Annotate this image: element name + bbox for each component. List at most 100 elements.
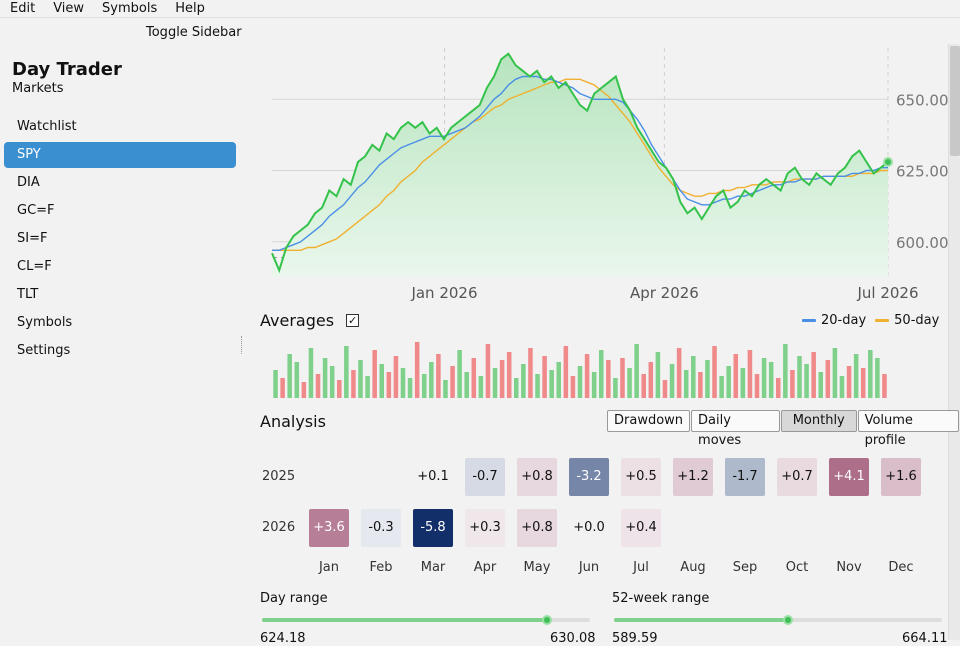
volume-bar [556,362,562,398]
volume-bar [471,358,477,398]
month-label: Jul [633,560,649,575]
main-scrollbar[interactable] [948,44,960,640]
monthly-return-cell[interactable]: +1.2 [673,458,713,496]
monthly-return-cell[interactable]: -5.8 [413,509,453,547]
range-low-value: 624.18 [260,631,306,646]
legend-item-50-day: 50-day [875,313,939,328]
volume-bar [853,354,859,398]
monthly-return-cell[interactable]: -0.3 [361,509,401,547]
monthly-return-cell[interactable]: +0.0 [573,520,605,535]
tab-drawdown[interactable]: Drawdown [607,410,691,432]
volume-bar [825,360,831,398]
volume-bar [768,362,774,398]
volume-bar [839,376,845,398]
volume-bar [521,364,526,398]
volume-bar [528,348,533,398]
monthly-return-cell[interactable]: -1.7 [725,458,765,496]
tab-monthly[interactable]: Monthly [780,410,857,432]
volume-bar [301,382,307,398]
volume-bar [329,366,335,398]
monthly-return-cell[interactable]: +1.6 [881,458,921,496]
volume-bar [379,364,385,398]
volume-bar [797,356,802,398]
volume-bar [322,358,328,398]
volume-bar [563,346,569,398]
legend-item-20-day: 20-day [802,313,866,328]
year-label: 2025 [262,469,296,484]
legend-swatch-20-day [802,319,816,322]
volume-bar [485,344,491,398]
monthly-return-cell[interactable]: +0.1 [417,469,449,484]
averages-checkbox[interactable]: ✓ [346,314,360,327]
monthly-return-cell[interactable]: +0.7 [777,458,817,496]
volume-bar [775,378,781,398]
volume-bar [818,372,824,398]
volume-bar [577,366,583,398]
volume-bar [492,368,498,398]
volume-bar [620,358,625,398]
volume-bar [875,358,880,398]
volume-bar [464,372,469,398]
tab-volume-profile[interactable]: Volume profile [857,410,959,448]
x-tick-label: Jul 2026 [856,284,918,302]
volume-bar [386,372,392,398]
month-label: Feb [369,560,393,575]
sidebar-item-cl[interactable]: CL=F [17,259,52,274]
volume-bar [514,378,519,398]
menu-view[interactable]: View [53,1,85,16]
ma-20-day-line [272,75,888,251]
monthly-return-cell[interactable]: -3.2 [569,458,609,496]
sidebar-item-settings[interactable]: Settings [17,343,71,358]
range-marker [782,615,793,625]
sidebar-nav: Watchlist SPY DIA GC=F SI=F CL=F TLT Sym… [4,114,236,366]
volume-bar [733,354,739,398]
volume-bar [542,356,547,398]
averages-label: Averages [260,311,335,330]
legend-label-50-day: 50-day [894,313,940,328]
menu-help[interactable]: Help [175,1,205,16]
monthly-return-cell[interactable]: +3.6 [309,509,349,547]
volume-bar [414,342,420,398]
range-high-value: 664.11 [902,631,948,646]
monthly-return-cell[interactable]: +0.3 [465,509,505,547]
monthly-return-cell[interactable]: +0.8 [517,458,557,496]
month-label: May [523,560,551,575]
volume-bar [613,378,618,398]
menu-symbols[interactable]: Symbols [102,1,158,16]
volume-bar [308,348,314,398]
tab-daily-moves[interactable]: Daily moves [691,410,780,448]
volume-bar [804,364,809,398]
volume-bar [811,352,816,398]
toggle-sidebar-button[interactable]: Toggle Sidebar [146,25,242,40]
monthly-return-cell[interactable]: +0.8 [517,509,557,547]
sidebar-item-symbols[interactable]: Symbols [17,315,73,330]
volume-bar [712,346,717,398]
volume-bar [336,380,342,398]
sidebar-item-si[interactable]: SI=F [17,231,48,246]
volume-bar [754,374,760,398]
volume-bar [499,360,505,398]
volume-bar [280,378,285,398]
monthly-return-cell[interactable]: +4.1 [829,458,869,496]
monthly-return-cell[interactable]: +0.4 [621,509,661,547]
volume-bar [740,368,746,398]
menu-edit[interactable]: Edit [10,1,36,16]
sidebar-item-tlt[interactable]: TLT [17,287,39,302]
monthly-return-cell[interactable]: +0.5 [621,458,661,496]
volume-bar [358,360,363,398]
scrollbar-thumb[interactable] [950,46,960,156]
sidebar-item-dia[interactable]: DIA [17,175,40,190]
app-title: Day Trader [12,59,122,80]
sidebar-item-gc[interactable]: GC=F [17,203,55,218]
sidebar-item-watchlist[interactable]: Watchlist [17,119,77,134]
legend-swatch-50-day [875,319,890,322]
month-label: Mar [420,560,446,575]
sidebar-item-spy[interactable]: SPY [4,142,236,168]
price-area [272,53,888,277]
volume-bar [584,354,590,398]
sidebar-splitter-handle[interactable] [241,336,243,354]
volume-bar [315,374,321,398]
monthly-return-cell[interactable]: -0.7 [465,458,505,496]
volume-bar [882,374,887,398]
volume-bar [506,352,512,398]
